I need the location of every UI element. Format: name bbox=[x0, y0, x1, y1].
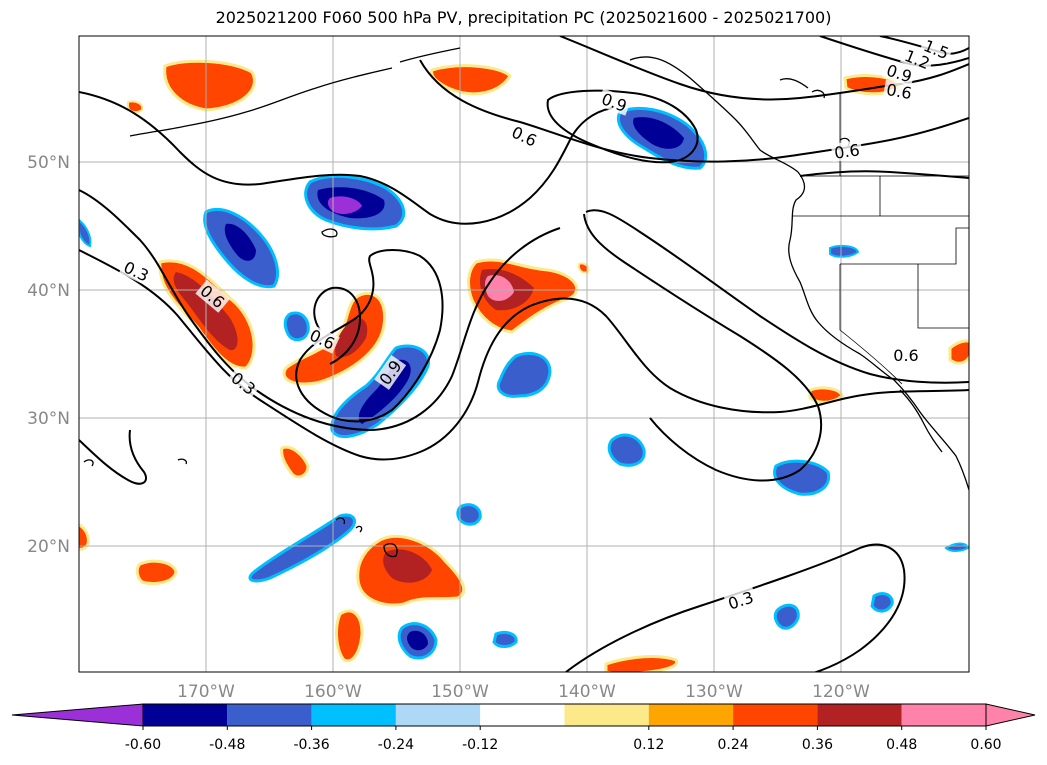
precip-extreme-negative bbox=[327, 196, 362, 214]
colorbar bbox=[11, 703, 1036, 727]
pv-contour-0-3-south bbox=[565, 543, 906, 672]
longitude-labels: 170°W 160°W 150°W 140°W 130°W 120°W bbox=[177, 682, 870, 702]
colorbar-tick-label: -0.24 bbox=[378, 737, 414, 753]
colorbar-tick-label: 0.12 bbox=[633, 737, 664, 753]
contour-label-0-6-ne: 0.6 bbox=[885, 80, 913, 103]
north-america-coastline bbox=[788, 171, 969, 491]
hawaii-islands bbox=[335, 517, 398, 558]
precip-positive-area bbox=[577, 262, 590, 274]
colorbar-tick-label: -0.12 bbox=[462, 737, 498, 753]
colorbar-tick-label: -0.36 bbox=[293, 737, 329, 753]
lon-label-160w: 160°W bbox=[304, 682, 362, 702]
state-borders bbox=[792, 92, 969, 385]
coastlines bbox=[83, 47, 969, 558]
baja-coastline bbox=[899, 389, 943, 453]
colorbar-segment bbox=[480, 704, 565, 726]
precip-negative-area bbox=[944, 542, 969, 552]
precip-positive-area bbox=[79, 523, 90, 551]
map-title: 2025021200 F060 500 hPa PV, precipitatio… bbox=[215, 8, 832, 27]
precip-strong-positive bbox=[383, 549, 432, 583]
colorbar-tick-label: -0.60 bbox=[125, 737, 161, 753]
pv-contour-0-3-southwest bbox=[79, 189, 561, 432]
precip-negative-area bbox=[492, 630, 518, 648]
precip-negative-area bbox=[496, 351, 552, 398]
colorbar-tick-label: 0.24 bbox=[718, 737, 749, 753]
colorbar-high-extension bbox=[985, 703, 1036, 727]
precip-positive-area bbox=[280, 445, 310, 479]
colorbar-segment bbox=[817, 704, 902, 726]
colorbar-tick-label: -0.48 bbox=[209, 737, 245, 753]
colorbar-segment bbox=[227, 704, 312, 726]
pv-contour-0-6-loop-east bbox=[583, 213, 823, 482]
precip-negative-area bbox=[773, 603, 800, 630]
precip-positive-area bbox=[135, 559, 178, 586]
precip-strong-negative bbox=[407, 630, 428, 651]
colorbar-tick-label: 0.48 bbox=[886, 737, 917, 753]
pv-contour-outer-loop bbox=[79, 429, 147, 485]
precip-positive-area bbox=[948, 339, 969, 365]
precip-strong-negative bbox=[633, 117, 684, 149]
lon-label-170w: 170°W bbox=[177, 682, 235, 702]
precip-positive-area bbox=[127, 100, 144, 114]
precip-negative-area bbox=[829, 244, 860, 258]
pv-contour-0-9-north bbox=[546, 89, 699, 164]
map-panel: 1.51.20.90.60.90.60.60.30.60.30.60.90.60… bbox=[79, 36, 969, 672]
lat-label-40n: 40°N bbox=[27, 281, 70, 301]
precip-negative-area bbox=[773, 459, 831, 496]
colorbar-outline bbox=[142, 703, 987, 727]
latitude-labels: 50°N 40°N 30°N 20°N bbox=[27, 153, 70, 557]
alaska-coastline bbox=[629, 56, 799, 173]
lat-label-50n: 50°N bbox=[27, 153, 70, 173]
lon-label-120w: 120°W bbox=[812, 682, 870, 702]
colorbar-segment bbox=[733, 704, 818, 726]
pv-contour-0-9-northeast bbox=[559, 36, 969, 101]
lat-label-30n: 30°N bbox=[27, 409, 70, 429]
contour-label-0-6-california: 0.6 bbox=[893, 346, 918, 365]
precip-max-positive bbox=[485, 274, 514, 301]
lon-label-130w: 130°W bbox=[685, 682, 743, 702]
colorbar-segment bbox=[648, 704, 734, 726]
pv-contour-0-6-coast bbox=[799, 170, 969, 179]
precip-negative-area bbox=[79, 218, 92, 248]
colorbar-segment bbox=[143, 704, 228, 726]
colorbar-segment bbox=[395, 704, 481, 726]
precip-strong-negative bbox=[224, 223, 256, 261]
precip-negative-area bbox=[248, 513, 356, 583]
lon-label-150w: 150°W bbox=[431, 682, 489, 702]
colorbar-segment bbox=[564, 704, 649, 726]
precip-negative-area bbox=[607, 433, 646, 467]
lon-label-140w: 140°W bbox=[558, 682, 616, 702]
colorbar-tick-label: 0.36 bbox=[802, 737, 833, 753]
pv-contour-0-9-center bbox=[295, 249, 444, 423]
precip-negative-area bbox=[456, 503, 482, 526]
colorbar-low-extension bbox=[11, 703, 144, 727]
colorbar-segment bbox=[901, 704, 986, 726]
map-frame bbox=[78, 35, 970, 673]
colorbar-ticks: -0.60 -0.48 -0.36 -0.24 -0.12 0.12 0.24 0.36 0.4… bbox=[125, 726, 1002, 753]
aleutian-islands bbox=[129, 47, 461, 137]
lat-label-20n: 20°N bbox=[27, 537, 70, 557]
colorbar-segment bbox=[311, 704, 396, 726]
precip-positive-area bbox=[335, 609, 364, 663]
island-speck bbox=[83, 228, 338, 467]
precip-negative-area bbox=[283, 311, 310, 342]
pv-contour-0-6-north bbox=[79, 91, 613, 225]
pv-contour-0-6-california bbox=[585, 209, 969, 384]
contour-label-0-6-coast: 0.6 bbox=[833, 140, 861, 162]
precip-negative-area bbox=[870, 592, 894, 613]
precip-positive-area bbox=[604, 655, 678, 672]
pv-contour-0-6-center bbox=[313, 286, 362, 365]
pv-contour-0-6-northeast bbox=[419, 59, 969, 163]
colorbar-tick-label: 0.60 bbox=[970, 737, 1001, 753]
